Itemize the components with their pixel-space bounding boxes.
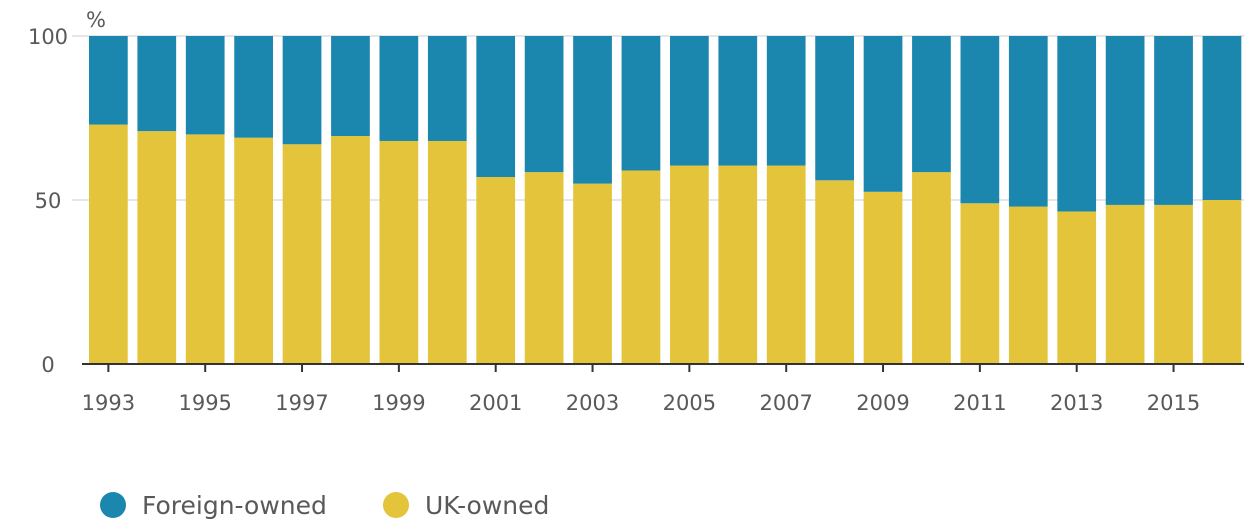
bar-uk-owned-2011 [960,203,1000,364]
bar-foreign-owned-2010 [912,36,951,173]
bar-foreign-owned-1993 [89,36,128,125]
bar-foreign-owned-2011 [960,36,1000,204]
bar-uk-owned-2007 [766,165,806,364]
bar-foreign-owned-2009 [863,36,903,192]
legend: Foreign-owned UK-owned [100,491,549,520]
bar-foreign-owned-2005 [670,36,709,166]
bars [89,36,1242,364]
x-tick-label: 2013 [1050,391,1103,415]
bar-foreign-owned-1998 [331,36,370,137]
bar-foreign-owned-2006 [718,36,758,166]
legend-label-foreign-owned: Foreign-owned [142,491,327,520]
bar-uk-owned-2016 [1202,200,1242,364]
bar-uk-owned-2013 [1057,211,1097,364]
bar-uk-owned-1997 [282,144,322,364]
bar-foreign-owned-2003 [573,36,612,184]
bar-uk-owned-1993 [89,124,128,364]
legend-label-uk-owned: UK-owned [425,491,549,520]
bar-foreign-owned-2001 [476,36,516,178]
bar-uk-owned-2008 [815,180,854,364]
bar-uk-owned-1996 [234,137,273,364]
bar-uk-owned-2004 [621,170,661,364]
bar-uk-owned-1998 [331,136,370,364]
x-tick-label: 2003 [566,391,619,415]
axes [82,363,1244,372]
bar-uk-owned-2009 [863,191,903,364]
x-tick-label: 2001 [469,391,522,415]
bar-foreign-owned-1999 [379,36,419,141]
y-tick-label: 0 [41,353,54,377]
x-tick-label: 2011 [953,391,1006,415]
tick-labels: 0 50 100% 1993 1995 1997 1999 2001 2003 2005 2007 2… [28,8,1200,415]
bar-uk-owned-1994 [137,131,177,364]
x-tick-label: 1997 [275,391,328,415]
bar-uk-owned-1995 [185,134,225,364]
y-tick-label: 50 [35,189,62,213]
x-tick-label: 2009 [856,391,909,415]
x-tick-label: 2015 [1147,391,1200,415]
bar-foreign-owned-2008 [815,36,854,181]
x-tick-label: 1993 [82,391,135,415]
bar-uk-owned-2000 [427,140,467,364]
bar-uk-owned-2006 [718,165,758,364]
bar-uk-owned-2014 [1105,204,1145,364]
bar-foreign-owned-1994 [137,36,177,132]
y-axis-unit: % [86,8,106,32]
bar-uk-owned-2002 [524,172,564,364]
bar-uk-owned-2010 [912,172,951,364]
x-tick-label: 1999 [372,391,425,415]
x-tick-label: 2007 [759,391,812,415]
bar-foreign-owned-2007 [766,36,806,166]
bar-foreign-owned-1995 [185,36,225,135]
bar-uk-owned-1999 [379,140,419,364]
bar-foreign-owned-2012 [1008,36,1048,207]
bar-foreign-owned-2004 [621,36,661,171]
bar-uk-owned-2005 [670,165,709,364]
bar-foreign-owned-1997 [282,36,322,145]
y-tick-label: 100 [28,25,68,49]
bar-uk-owned-2015 [1154,204,1193,364]
bar-foreign-owned-2000 [427,36,467,141]
legend-swatch-uk-owned [383,492,409,518]
x-tick-label: 2005 [663,391,716,415]
bar-foreign-owned-2015 [1154,36,1193,205]
bar-uk-owned-2003 [573,183,612,364]
bar-foreign-owned-2016 [1202,36,1242,200]
bar-foreign-owned-1996 [234,36,273,138]
x-tick-label: 1995 [178,391,231,415]
bar-foreign-owned-2013 [1057,36,1097,212]
bar-foreign-owned-2002 [524,36,564,173]
bar-foreign-owned-2014 [1105,36,1145,205]
bar-uk-owned-2012 [1008,206,1048,364]
legend-swatch-foreign-owned [100,492,126,518]
bar-uk-owned-2001 [476,177,516,364]
